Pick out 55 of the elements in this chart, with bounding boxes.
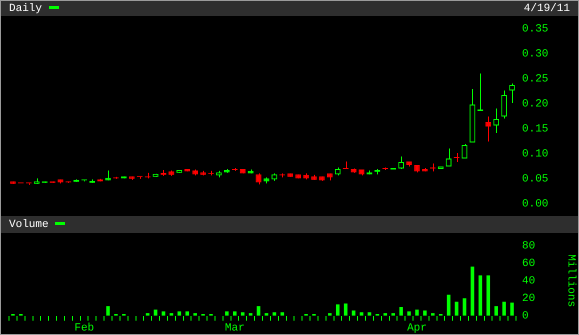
bar	[170, 313, 174, 316]
bar	[494, 306, 498, 316]
bar	[446, 294, 450, 316]
bar	[146, 313, 150, 316]
y-tick-label: 0	[522, 310, 529, 323]
candlestick	[509, 83, 515, 104]
y-tick-label: 0.05	[522, 173, 548, 186]
bar	[248, 313, 252, 316]
candlestick	[462, 143, 468, 159]
bar	[399, 307, 403, 316]
text: 4/19/11	[524, 2, 570, 14]
candlestick	[493, 108, 500, 134]
y-tick-label: 0.20	[522, 98, 548, 110]
y-tick-label: 0.10	[522, 148, 548, 160]
y-axis-title: Millions	[564, 254, 576, 308]
bar	[415, 310, 419, 316]
bar	[510, 302, 514, 316]
bar	[344, 304, 348, 316]
bar	[470, 266, 474, 316]
candlestick	[485, 116, 492, 142]
y-tick-label: 80	[522, 240, 536, 253]
legend-label: Volume	[9, 218, 50, 230]
y-tick-label: 40	[522, 276, 536, 288]
bar	[264, 313, 268, 316]
y-tick-label: 0.00	[522, 198, 548, 210]
y-tick-label: 0.15	[522, 123, 548, 136]
bar	[256, 306, 260, 316]
bar	[162, 311, 166, 316]
x-tick-label: Apr	[407, 322, 427, 334]
bar	[431, 313, 435, 316]
bar	[478, 275, 482, 316]
candlestick	[478, 73, 484, 112]
bar	[360, 312, 364, 316]
y-tick-label: 0.25	[522, 73, 548, 86]
bar	[486, 275, 490, 316]
y-tick-label: 60	[522, 258, 536, 270]
bar	[454, 302, 458, 316]
bar	[106, 306, 110, 316]
bar	[154, 310, 158, 316]
chart-title: Daily	[9, 2, 42, 14]
bar	[423, 310, 427, 316]
bar	[352, 310, 356, 316]
bar	[391, 313, 395, 316]
candlestick	[501, 90, 507, 119]
x-tick-label: Feb	[74, 322, 94, 334]
x-tick-label: Mar	[224, 322, 245, 334]
y-tick-label: 20	[522, 293, 536, 306]
bar	[462, 298, 466, 316]
y-tick-label: 0.30	[522, 48, 548, 60]
bar	[384, 313, 388, 316]
bar	[328, 313, 332, 316]
bar	[193, 313, 197, 316]
bar	[336, 304, 340, 316]
y-tick-label: 0.35	[522, 24, 548, 36]
bar	[502, 302, 506, 316]
